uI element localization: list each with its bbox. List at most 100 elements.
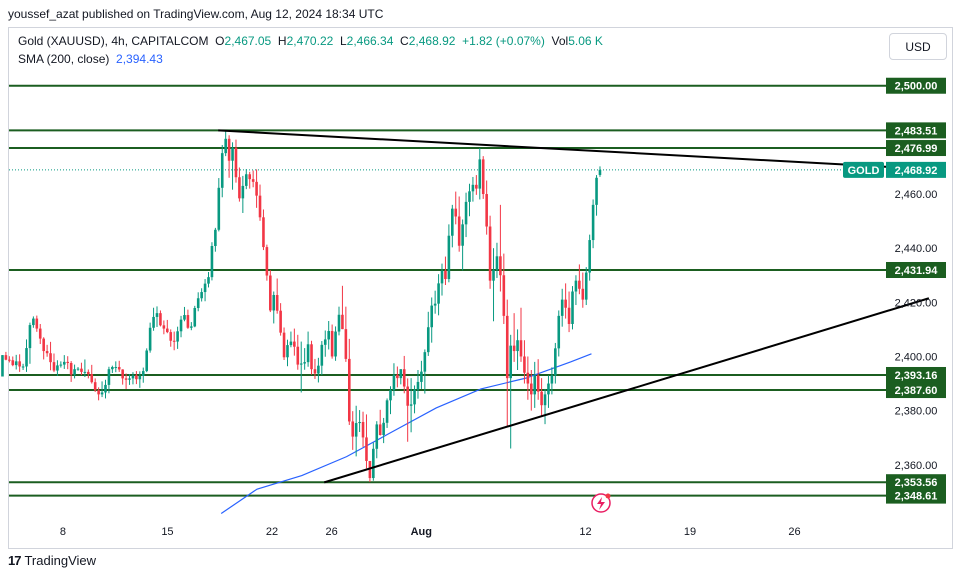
candle-body (148, 327, 152, 351)
candle-body (138, 375, 142, 380)
candle-body (584, 272, 588, 300)
candle (588, 234, 591, 281)
tradingview-logo-icon: 17 (8, 553, 22, 568)
candle-body (317, 365, 320, 374)
candle (244, 169, 248, 190)
candle (344, 306, 348, 362)
candle-body (135, 375, 138, 380)
candle (248, 171, 252, 189)
candle (540, 378, 543, 417)
candle-body (416, 381, 420, 390)
candle (365, 414, 368, 469)
low-value: 2,466.34 (346, 34, 394, 48)
trendline-1 (323, 297, 930, 484)
candle-body (475, 184, 478, 189)
candle-body (111, 367, 114, 370)
candle (505, 299, 509, 427)
candle-body (550, 375, 554, 384)
candle-body (358, 421, 361, 424)
candle-body (220, 153, 224, 188)
candle (11, 356, 15, 367)
candle (234, 139, 238, 183)
candle-body (468, 191, 471, 202)
candle (327, 321, 330, 350)
candle (214, 227, 217, 252)
candle (38, 323, 42, 345)
candle-body (478, 159, 482, 189)
candle-body (59, 364, 63, 366)
candle-body (100, 392, 104, 395)
candle-body (241, 185, 245, 199)
candle-body (547, 383, 550, 395)
candle (111, 365, 114, 373)
candle-body (303, 362, 306, 364)
candle (227, 135, 231, 178)
candle-body (423, 352, 427, 372)
candle-body (560, 299, 564, 316)
candle-body (183, 315, 186, 320)
candle (478, 148, 482, 200)
footer-brand[interactable]: 17 TradingView (8, 553, 96, 568)
candle (509, 334, 512, 449)
candle (313, 358, 317, 379)
candle (73, 364, 76, 379)
candle-body (488, 226, 492, 281)
candle-body (121, 369, 124, 379)
candle-body (107, 369, 111, 385)
current-price-label: 2,468.92 (895, 165, 938, 177)
candle (258, 184, 262, 221)
candle-body (104, 384, 107, 393)
candle (275, 278, 279, 314)
candle-body (461, 224, 464, 246)
candle (299, 341, 303, 393)
volume-value: 5.06 K (568, 34, 603, 48)
candle-body (337, 314, 341, 332)
candle-body (567, 307, 571, 324)
low-label: L (339, 34, 347, 48)
candle (481, 156, 485, 199)
candle (4, 351, 8, 361)
candle (269, 270, 272, 313)
publisher-caption: youssef_azat published on TradingView.co… (8, 7, 384, 21)
candle-body (73, 369, 76, 375)
candle (217, 178, 221, 232)
candle-body (447, 235, 451, 280)
candle-body (354, 423, 358, 437)
candle (238, 167, 241, 202)
currency-button[interactable]: USD (889, 33, 947, 60)
candle (354, 405, 358, 457)
candle (14, 354, 18, 370)
candle-body (214, 229, 217, 247)
candle-body (190, 326, 193, 328)
candle (557, 310, 561, 357)
candle-body (320, 344, 324, 366)
candle-body (444, 270, 447, 280)
candle-body (334, 331, 337, 357)
candle-body (11, 360, 15, 366)
candle (279, 303, 282, 336)
candle (241, 175, 245, 213)
candle (409, 378, 413, 433)
level-tag-label-4: 2,393.16 (895, 370, 938, 382)
candle (190, 322, 193, 331)
candle (385, 398, 389, 428)
candle-body (203, 283, 207, 293)
candle-body (406, 386, 409, 406)
candle-body (344, 329, 348, 359)
candle (76, 367, 80, 371)
candle (35, 315, 39, 332)
candle-body (529, 383, 533, 395)
candle-body (588, 240, 591, 273)
candle-body (224, 138, 227, 154)
candle (454, 191, 458, 225)
candle (334, 326, 337, 361)
candle (200, 288, 203, 302)
level-tag-label-5: 2,387.60 (895, 385, 938, 397)
x-tick-label-5: 12 (579, 526, 591, 538)
candle (337, 306, 341, 336)
candle-body (485, 194, 488, 227)
candle-body (227, 138, 231, 161)
candle (320, 341, 324, 376)
candle (502, 253, 506, 324)
